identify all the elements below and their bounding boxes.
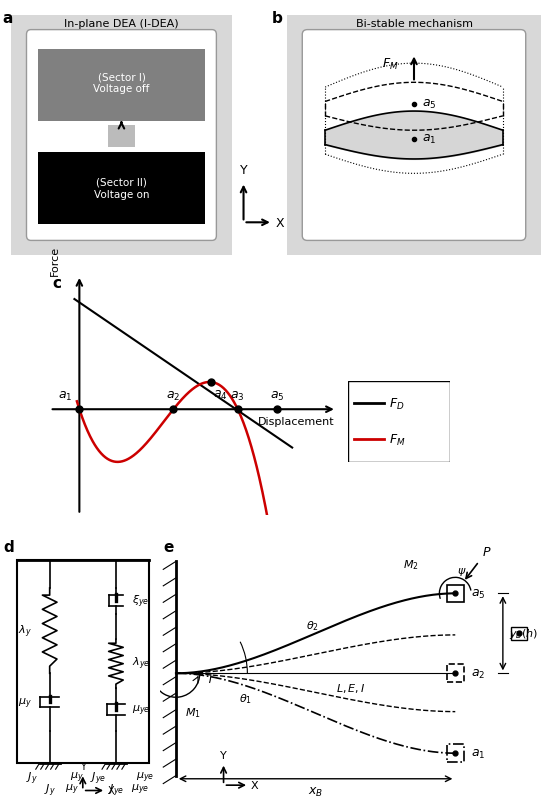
Text: $J_{ye}$: $J_{ye}$ — [108, 782, 124, 798]
Text: $\lambda_y$: $\lambda_y$ — [18, 623, 31, 639]
Text: b: b — [272, 11, 283, 27]
Text: $x_B$: $x_B$ — [308, 785, 323, 798]
Text: $a_2$: $a_2$ — [471, 667, 485, 680]
Text: In-plane DEA (I-DEA): In-plane DEA (I-DEA) — [64, 19, 179, 28]
FancyBboxPatch shape — [302, 31, 526, 241]
Text: (Sector II)
Voltage on: (Sector II) Voltage on — [94, 178, 149, 200]
Text: X: X — [276, 217, 285, 230]
Text: Y: Y — [80, 762, 86, 771]
Bar — [447, 744, 464, 762]
Text: $F_M$: $F_M$ — [389, 432, 405, 447]
Text: $F_D$: $F_D$ — [114, 152, 129, 166]
Text: $\theta_1$: $\theta_1$ — [239, 691, 252, 705]
Text: $M_1$: $M_1$ — [185, 705, 201, 719]
Text: $M_2$: $M_2$ — [403, 557, 419, 571]
Text: $\psi$: $\psi$ — [457, 565, 466, 577]
Text: c: c — [52, 276, 61, 290]
Text: $J_y$: $J_y$ — [44, 782, 56, 798]
Text: $P$: $P$ — [482, 546, 492, 559]
FancyBboxPatch shape — [7, 11, 236, 260]
Text: d: d — [3, 539, 14, 554]
Text: $y_B(h)$: $y_B(h)$ — [509, 627, 539, 641]
Bar — [38, 152, 205, 225]
Text: $a_1$: $a_1$ — [422, 133, 436, 146]
Text: $L,E,I$: $L,E,I$ — [336, 681, 365, 694]
Text: Y: Y — [240, 163, 247, 177]
Text: $a_5$: $a_5$ — [270, 389, 285, 402]
Text: $\mu_{ye}$: $\mu_{ye}$ — [131, 782, 149, 796]
Text: $a_5$: $a_5$ — [471, 587, 486, 600]
Bar — [38, 49, 205, 122]
Text: e: e — [163, 539, 174, 554]
Text: Force: Force — [50, 246, 60, 276]
Text: Bi-stable mechanism: Bi-stable mechanism — [355, 19, 473, 28]
Text: $a_2$: $a_2$ — [166, 389, 181, 402]
Bar — [511, 627, 527, 640]
Text: $\mu_y$: $\mu_y$ — [70, 769, 83, 783]
Text: $\mu_y$: $\mu_y$ — [65, 782, 78, 796]
Text: $a_3$: $a_3$ — [231, 389, 245, 402]
Text: $\xi_{ye}$: $\xi_{ye}$ — [132, 593, 150, 609]
FancyBboxPatch shape — [26, 31, 216, 241]
Text: a: a — [2, 11, 13, 27]
Text: $J_{ye}$: $J_{ye}$ — [89, 769, 106, 786]
Text: $\mu_y$: $\mu_y$ — [18, 696, 31, 710]
Text: $a_1$: $a_1$ — [471, 747, 486, 760]
Text: $a_5$: $a_5$ — [422, 98, 436, 111]
Bar — [447, 585, 464, 603]
Text: $J_y$: $J_y$ — [25, 769, 38, 786]
Text: $F_M$: $F_M$ — [383, 57, 399, 71]
Text: (Sector I)
Voltage off: (Sector I) Voltage off — [93, 72, 150, 94]
FancyBboxPatch shape — [279, 11, 549, 260]
Text: Displacement: Displacement — [258, 417, 335, 427]
Text: $F_D$: $F_D$ — [389, 397, 404, 411]
Text: $\mu_{ye}$: $\mu_{ye}$ — [136, 769, 154, 783]
Text: $a_1$: $a_1$ — [57, 389, 72, 402]
Text: X: X — [108, 786, 114, 796]
Bar — [17, 560, 149, 763]
Text: $\theta_2$: $\theta_2$ — [306, 618, 319, 632]
Text: $\mu_{ye}$: $\mu_{ye}$ — [132, 702, 151, 717]
Bar — [447, 665, 464, 682]
Text: $\lambda_{ye}$: $\lambda_{ye}$ — [132, 654, 151, 671]
Text: Y: Y — [220, 749, 227, 760]
Bar — [108, 127, 135, 148]
Text: $a_4$: $a_4$ — [213, 388, 227, 401]
Text: X: X — [251, 780, 258, 790]
